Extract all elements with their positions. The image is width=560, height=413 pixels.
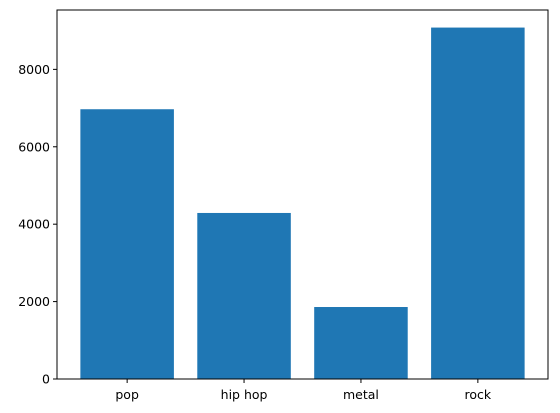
bar-metal bbox=[314, 307, 408, 379]
y-axis: 0 2000 4000 6000 8000 bbox=[18, 62, 57, 387]
bar-hip-hop bbox=[197, 212, 291, 379]
plot-frame bbox=[56, 9, 549, 380]
bars-group bbox=[80, 27, 525, 380]
x-axis: pop hip hop metal rock bbox=[115, 379, 492, 402]
bar-rock bbox=[431, 27, 525, 379]
y-tick-label: 6000 bbox=[18, 139, 50, 154]
x-tick-label: metal bbox=[343, 387, 379, 402]
x-tick-label: hip hop bbox=[221, 387, 268, 402]
y-tick-label: 4000 bbox=[18, 217, 50, 232]
bar-pop bbox=[80, 109, 174, 380]
y-tick-label: 2000 bbox=[18, 294, 50, 309]
x-tick-label: rock bbox=[465, 387, 492, 402]
y-tick-label: 8000 bbox=[18, 62, 50, 77]
x-tick-label: pop bbox=[115, 387, 139, 402]
y-tick-label: 0 bbox=[42, 372, 50, 387]
